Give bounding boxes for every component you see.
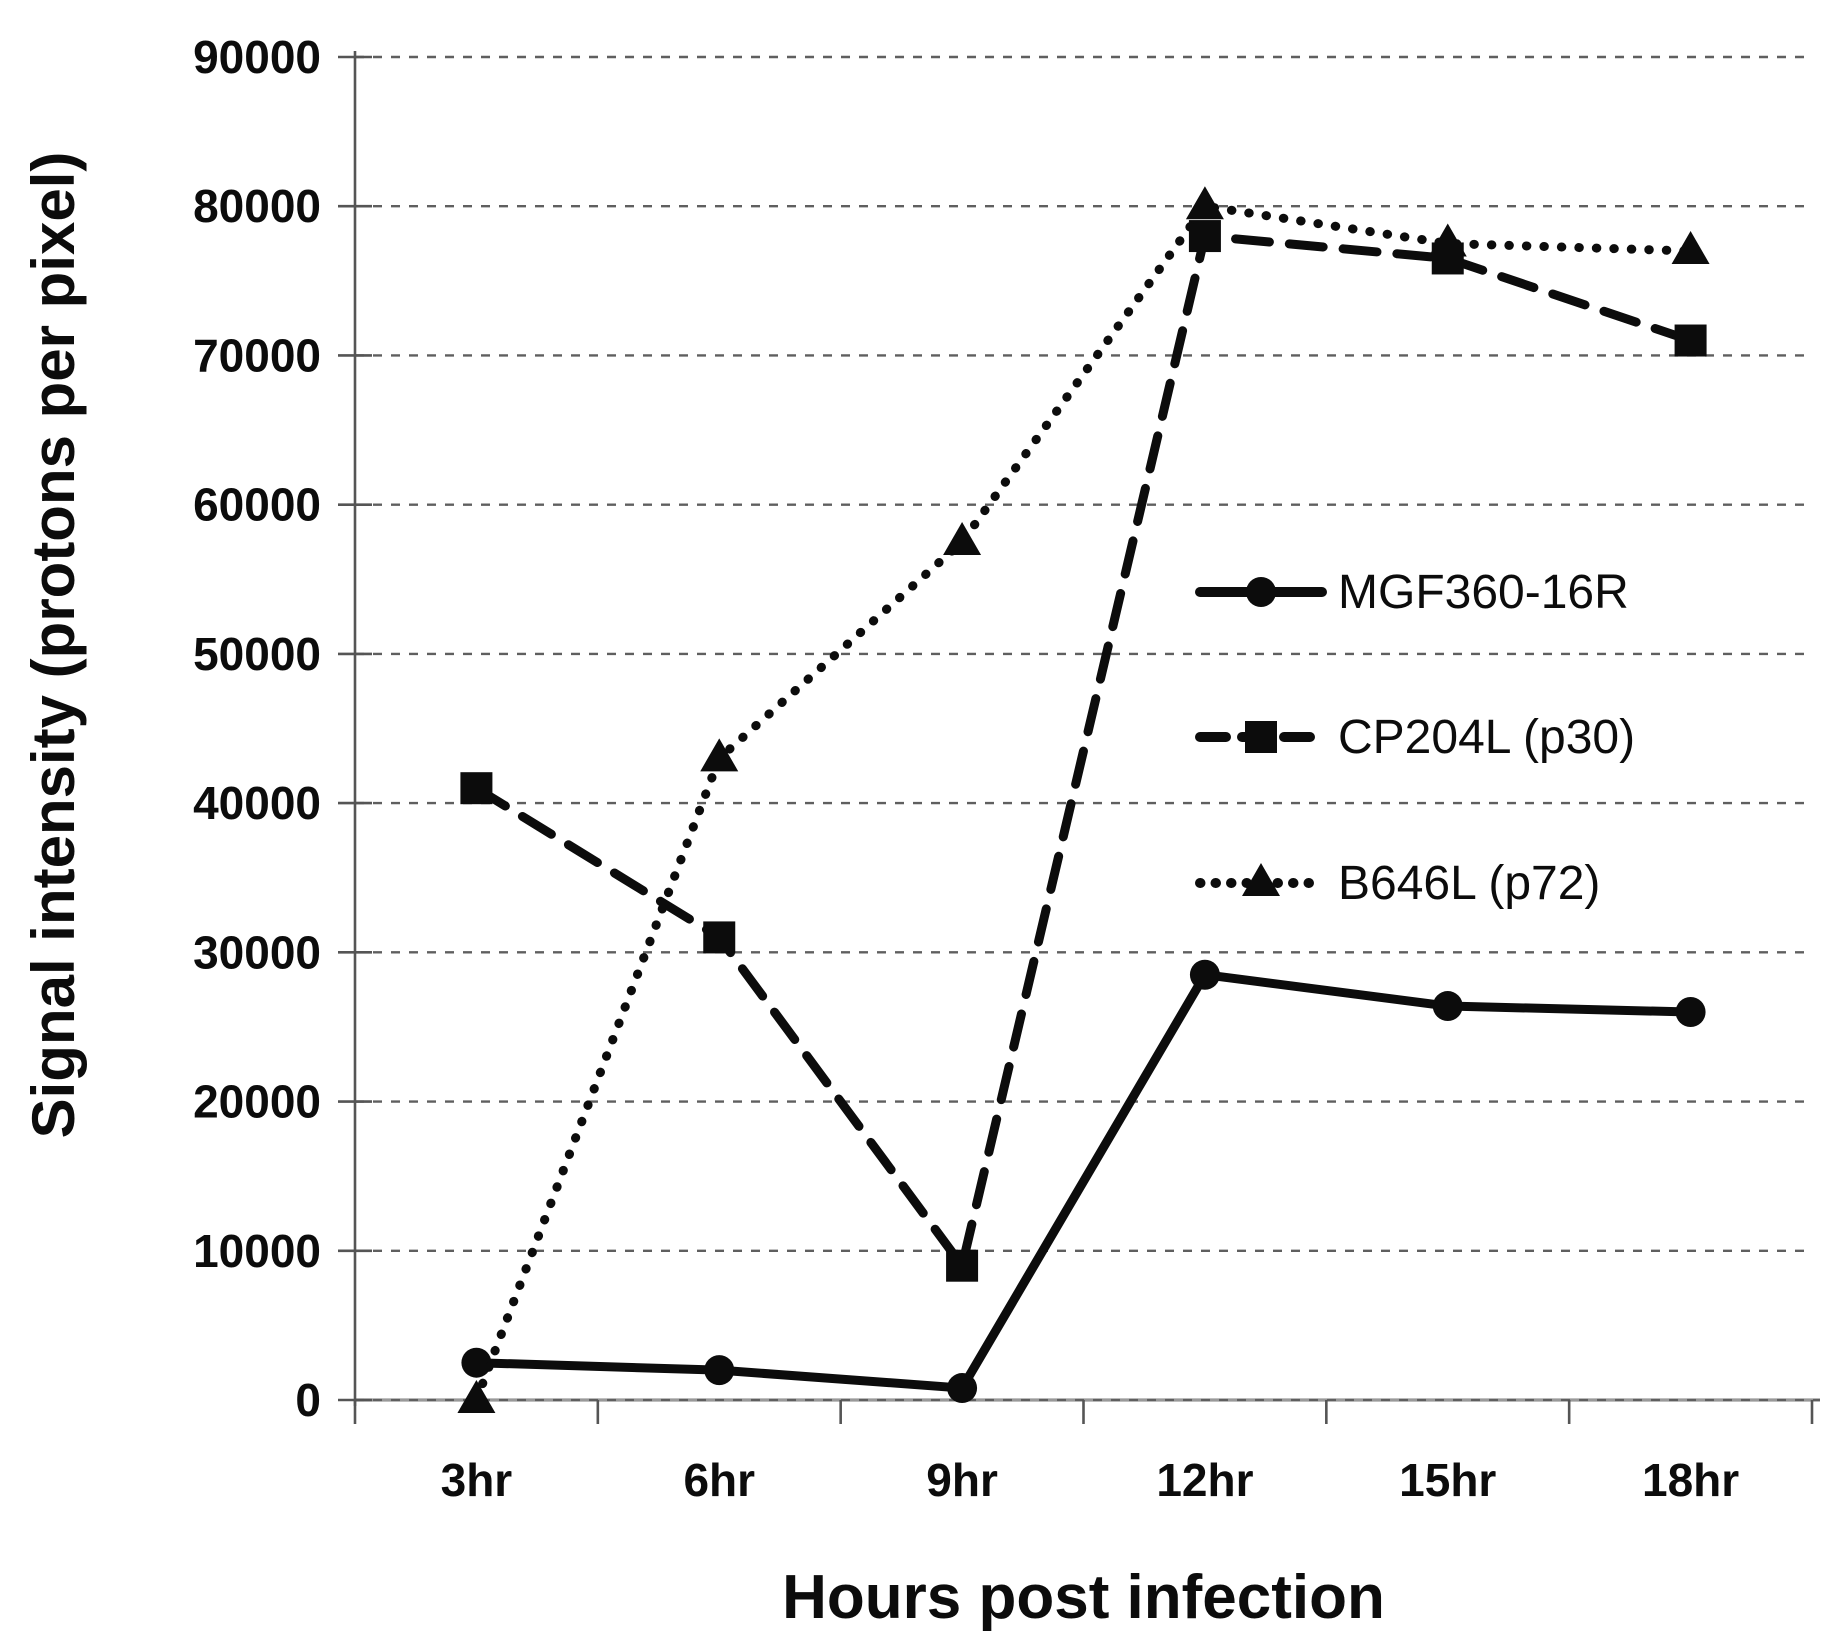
series-line-mgf360-16r	[471, 970, 1696, 1393]
y-tick-label: 0	[295, 1374, 321, 1426]
legend-label-mgf360-16r: MGF360-16R	[1338, 566, 1629, 619]
series-line-cp204l-p30	[471, 231, 1696, 1271]
legend-label-cp204l-p30: CP204L (p30)	[1338, 711, 1635, 764]
series-marker-b646l-p72	[700, 738, 739, 772]
x-tick-label: 15hr	[1399, 1454, 1496, 1506]
y-tick-label: 80000	[193, 180, 321, 232]
x-tick-label: 3hr	[441, 1454, 513, 1506]
series-marker-mgf360-16r	[947, 1373, 978, 1404]
y-tick-label: 20000	[193, 1076, 321, 1128]
series-marker-b646l-p72	[1671, 230, 1710, 264]
series-marker-mgf360-16r	[461, 1347, 492, 1378]
y-tick-label: 30000	[193, 926, 321, 978]
series-marker-mgf360-16r	[1432, 991, 1463, 1022]
y-tick-label: 50000	[193, 628, 321, 680]
legend-marker-mgf360-16r	[1246, 577, 1276, 607]
legend-label-b646l-p72: B646L (p72)	[1338, 857, 1600, 910]
y-tick-label: 90000	[193, 31, 321, 83]
series-marker-mgf360-16r	[1675, 997, 1706, 1028]
x-tick-label: 18hr	[1642, 1454, 1739, 1506]
legend: MGF360-16R CP204L (p30) B646L (p72)	[1195, 566, 1635, 910]
x-tick-label: 6hr	[683, 1454, 755, 1506]
series-marker-mgf360-16r	[1189, 959, 1220, 990]
series-marker-b646l-p72	[943, 521, 982, 555]
y-tick-label: 60000	[193, 479, 321, 531]
y-tick-label: 40000	[193, 777, 321, 829]
x-axis-ticks: 3hr 6hr 9hr 12hr 15hr 18hr	[353, 1400, 1814, 1506]
legend-item-cp204l-p30: CP204L (p30)	[1195, 711, 1635, 764]
y-tick-label: 70000	[193, 329, 321, 381]
series-marker-b646l-p72	[1428, 223, 1467, 257]
x-axis-title: Hours post infection	[782, 1563, 1385, 1632]
y-axis-ticks: 0 10000 20000 30000 40000 50000 60000 70000 8000…	[193, 31, 372, 1426]
x-tick-label: 12hr	[1156, 1454, 1253, 1506]
series-marker-mgf360-16r	[704, 1355, 735, 1386]
y-tick-label: 10000	[193, 1225, 321, 1277]
series-marker-b646l-p72	[1185, 186, 1224, 220]
series-line-b646l-p72	[471, 201, 1696, 1405]
legend-marker-cp204l-p30	[1245, 721, 1277, 753]
legend-item-b646l-p72: B646L (p72)	[1195, 857, 1600, 910]
series-marker-cp204l-p30	[460, 772, 493, 805]
series-marker-cp204l-p30	[703, 921, 736, 954]
series-b646l-p72	[457, 186, 1710, 1413]
x-tick-label: 9hr	[926, 1454, 998, 1506]
legend-marker-b646l-p72	[1242, 863, 1280, 896]
series-marker-b646l-p72	[457, 1380, 496, 1413]
series-marker-cp204l-p30	[946, 1249, 979, 1282]
y-axis-title: Signal intensity (protons per pixel)	[20, 152, 87, 1139]
series-marker-cp204l-p30	[1674, 324, 1707, 357]
legend-item-mgf360-16r: MGF360-16R	[1195, 566, 1629, 619]
series-mgf360-16r	[461, 959, 1706, 1404]
gridlines	[355, 55, 1812, 1252]
